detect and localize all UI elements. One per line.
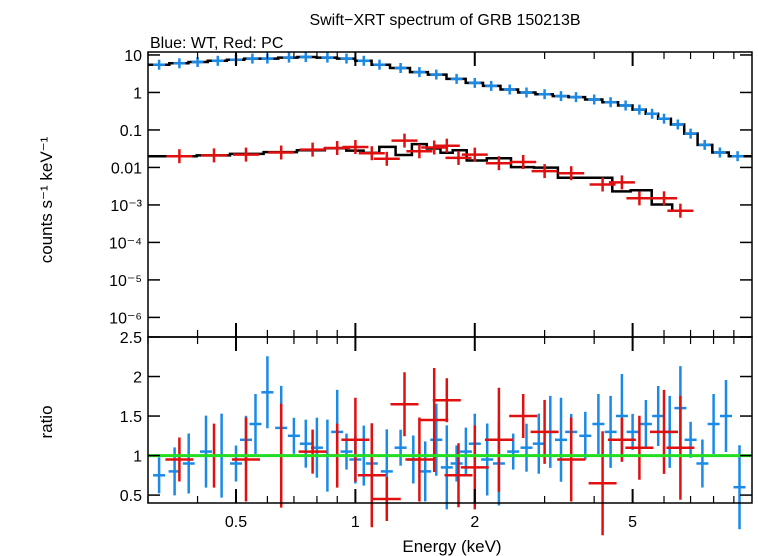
spectrum-ytick-label: 10⁻³ <box>110 198 142 215</box>
x-tick-label: 2 <box>470 514 479 531</box>
axis-labels: 10 1 0.1 0.01 10⁻³ 10⁻⁴ 10⁻⁵ 10⁻⁶ 0.5 1 1.5 2 2.5 0.5… <box>109 48 637 531</box>
spectrum-ytick-label: 1 <box>133 85 142 102</box>
x-tick-label: 5 <box>628 514 637 531</box>
x-tick-label: 1 <box>351 514 360 531</box>
wt-model-curve <box>148 55 752 158</box>
ratio-ytick-label: 0.5 <box>120 488 142 505</box>
ratio-ytick-label: 2.5 <box>120 330 142 347</box>
spectrum-ytick-label: 0.01 <box>111 160 142 177</box>
spectrum-ytick-label: 10 <box>124 48 142 65</box>
x-axis-label: Energy (keV) <box>402 537 501 556</box>
spectrum-ytick-label: 0.1 <box>120 123 142 140</box>
chart-subtitle: Blue: WT, Red: PC <box>150 35 283 52</box>
chart-title: Swift−XRT spectrum of GRB 150213B <box>309 12 580 29</box>
ratio-axes-box <box>147 336 753 504</box>
spectrum-panel <box>148 52 752 218</box>
ratio-ytick-label: 1 <box>133 449 142 466</box>
x-tick-label: 0.5 <box>225 514 247 531</box>
y-axis-label-ratio: ratio <box>37 405 56 438</box>
spectrum-ytick-label: 10⁻⁴ <box>109 235 142 252</box>
spectrum-axes-box <box>147 51 753 338</box>
y-axis-label-spectrum: counts s⁻¹ keV⁻¹ <box>37 136 56 263</box>
ratio-ytick-label: 2 <box>133 370 142 387</box>
ratio-panel <box>148 356 752 536</box>
spectrum-ytick-label: 10⁻⁶ <box>109 310 142 327</box>
axes-frame <box>147 51 753 504</box>
spectrum-ytick-label: 10⁻⁵ <box>109 273 142 290</box>
ratio-ytick-label: 1.5 <box>120 409 142 426</box>
